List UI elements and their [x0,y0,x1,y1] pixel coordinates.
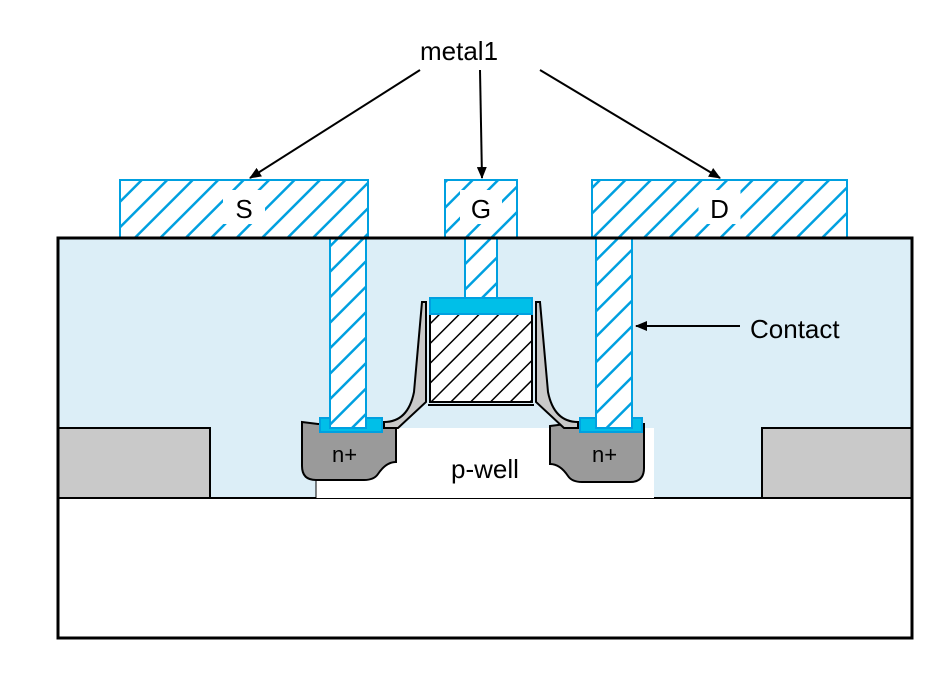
pwell-label: p-well [451,454,519,484]
drain-metal-label: D [710,194,729,224]
nplus-left-label: n+ [332,442,357,467]
gate-metal-label: G [471,194,491,224]
mosfet-cross-section: S G Dmetal1 Contact n+ n+ p-well [20,20,929,654]
metal1-label: metal1 [420,36,498,66]
source-metal-label: S [235,194,252,224]
contact-label: Contact [750,314,840,344]
nplus-right-label: n+ [592,442,617,467]
